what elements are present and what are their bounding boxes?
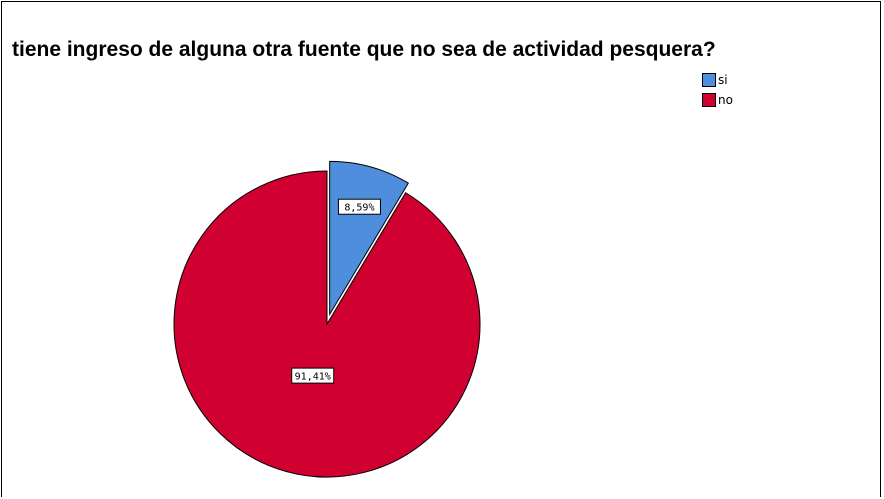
legend-label-no: no	[718, 93, 733, 107]
legend-item-si: si	[702, 70, 733, 90]
legend-label-si: si	[718, 73, 728, 87]
legend-swatch-no	[702, 93, 716, 107]
legend-item-no: no	[702, 90, 733, 110]
data-label-no: 91,41%	[291, 367, 335, 384]
chart-title: tiene ingreso de alguna otra fuente que …	[12, 38, 716, 61]
data-label-si: 8,59%	[337, 198, 381, 215]
data-label-text-si: 8,59%	[344, 203, 374, 214]
legend-swatch-si	[702, 73, 716, 87]
legend: si no	[702, 70, 733, 110]
data-label-text-no: 91,41%	[295, 372, 331, 383]
pie-slice-no	[173, 170, 481, 478]
